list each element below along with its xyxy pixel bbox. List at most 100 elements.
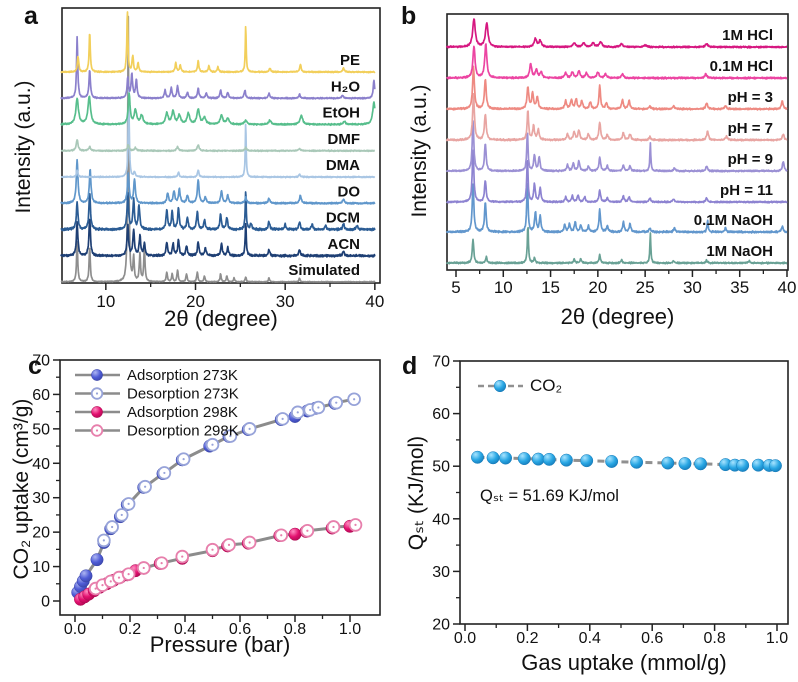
plot-frame [61, 7, 381, 284]
y-tick-label: 60 [432, 406, 450, 423]
x-tick-label: 10 [96, 292, 115, 311]
x-tick-label: 40 [365, 292, 384, 311]
data-point-svg-d-0 [661, 456, 675, 470]
xrd-trace-dcm [60, 191, 376, 232]
x-tick-label: 5 [451, 278, 460, 297]
x-tick-label: 1.0 [339, 621, 361, 638]
data-point-svg-d-0 [542, 452, 556, 466]
y-axis-label-b: Intensity (a.u.) [408, 84, 431, 218]
legend-label: Desorption 273K [127, 386, 239, 403]
xrd-trace-dmf [60, 139, 376, 153]
x-tick-label: 25 [636, 278, 655, 297]
data-point-open-dot [309, 408, 312, 412]
data-point-svg-d-0 [580, 454, 594, 468]
y-tick-label: 60 [32, 387, 50, 404]
data-point-open-dot [280, 534, 283, 537]
x-tick-label: 10 [494, 278, 513, 297]
trace-label: ACN [328, 236, 361, 253]
y-tick-label: 10 [32, 559, 50, 576]
x-tick-label: 15 [541, 278, 560, 297]
data-point-open-dot [101, 584, 104, 587]
data-point-open-dot [160, 562, 163, 565]
data-point-svg-d-0 [768, 459, 782, 473]
trace-label: pH = 9 [728, 151, 773, 168]
y-tick-label: 0 [41, 594, 50, 611]
trace-label: 1M HCl [722, 27, 773, 44]
data-point-svg-c-0 [90, 553, 104, 567]
x-tick-label: 0.0 [454, 630, 476, 647]
xrd-plot-a: 10 20 30 40 Simulated ACN DCM DO DMA DMF EtOH H₂O PE [60, 7, 384, 311]
trace-label: 0.1M HCl [710, 58, 773, 75]
data-point-svg-d-0 [486, 451, 500, 465]
trace-label: 0.1M NaOH [694, 212, 773, 229]
x-tick-label: 40 [778, 278, 797, 297]
x-tick-label: 30 [683, 278, 702, 297]
xrd-trace-etoh [60, 92, 376, 127]
xrd-trace-acn [60, 218, 376, 258]
x-tick-label: 0.6 [641, 630, 663, 647]
data-point-open-dot [354, 523, 357, 527]
data-point-svg-d-0 [471, 450, 484, 464]
data-point-open-dot [127, 573, 130, 576]
x-tick-label: 0.4 [174, 621, 196, 638]
x-axis-label-c: Pressure (bar) [149, 632, 291, 657]
y-tick-label: 20 [32, 525, 50, 542]
data-point-svg-c-2 [91, 406, 103, 418]
data-point-open-dot [211, 443, 214, 446]
xrd-trace-dma [60, 88, 376, 179]
data-point-open-dot [211, 548, 214, 551]
data-point-open-dot [229, 434, 232, 438]
plot-frame [459, 360, 789, 625]
data-point-open-dot [281, 417, 284, 420]
xrd-trace-ph-11 [445, 149, 788, 204]
data-point-open-dot [120, 513, 123, 517]
xrd-trace-do [60, 158, 376, 205]
y-tick-label: 40 [432, 511, 450, 528]
data-point-open-dot [144, 485, 147, 488]
xrd-trace-ph-9 [445, 120, 788, 173]
data-point-open-dot [248, 427, 251, 430]
y-tick-label: 50 [32, 421, 50, 438]
trace-label: PE [340, 52, 360, 69]
legend-label: Adsorption 298K [127, 404, 238, 421]
trace-label: DCM [326, 210, 360, 227]
xrd-trace-1m-naoh [445, 226, 788, 265]
panel-letter-b: b [401, 2, 417, 30]
trace-label: 1M NaOH [706, 243, 773, 260]
data-point-open-dot [332, 525, 335, 529]
data-point-open-dot [335, 401, 338, 404]
trace-label: EtOH [323, 105, 361, 122]
trace-label: pH = 3 [728, 89, 773, 106]
data-point-svg-d-0 [751, 458, 765, 472]
panel-letter-d: d [402, 352, 418, 380]
xrd-trace-simulated [60, 15, 376, 283]
data-point-open-dot [163, 471, 166, 475]
data-point-svg-d-0 [531, 452, 545, 466]
x-tick-label: 0.8 [703, 630, 725, 647]
panel-letter-a: a [24, 2, 38, 30]
x-tick-label: 20 [588, 278, 607, 297]
legend-label: Desorption 298K [127, 423, 239, 440]
xrd-trace-ph-7 [445, 92, 788, 142]
data-point-svg-d-0 [493, 379, 507, 393]
xrd-trace-h-o [60, 35, 376, 100]
y-tick-label: 20 [432, 617, 450, 634]
data-point-open-dot [127, 502, 130, 506]
y-axis-label-a: Intensity (a.u.) [12, 80, 35, 214]
data-point-svg-d-0 [630, 455, 644, 469]
data-point-open-dot [227, 543, 231, 546]
data-point-open-dot [353, 398, 356, 401]
data-point-open-dot [111, 525, 114, 529]
plot-frame [446, 13, 789, 271]
data-point-svg-c-0 [91, 369, 103, 381]
trace-label: pH = 11 [720, 182, 773, 199]
data-point-svg-d-0 [559, 453, 573, 467]
x-tick-label: 20 [186, 292, 205, 311]
x-tick-label: 0.8 [284, 621, 306, 638]
data-point-open-dot [181, 555, 184, 558]
xrd-trace-0-1m-naoh [445, 182, 788, 234]
x-tick-label: 0.4 [579, 630, 601, 647]
trace-label: DMA [326, 157, 360, 174]
panel-letter-c: c [28, 352, 42, 380]
